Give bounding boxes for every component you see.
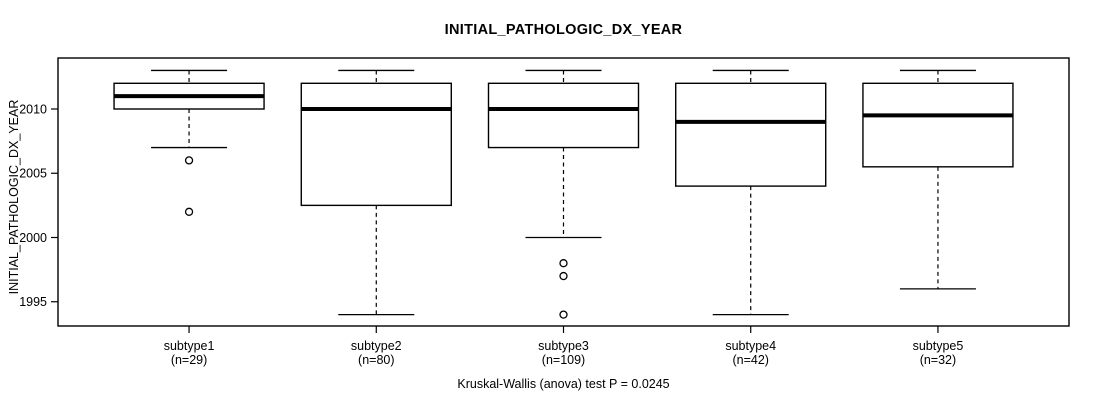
iqr-box	[675, 82, 827, 187]
x-category-count: (n=32)	[920, 353, 956, 367]
chart-title: INITIAL_PATHOLOGIC_DX_YEAR	[444, 22, 683, 38]
x-category-label: subtype2	[351, 339, 402, 353]
y-tick-label: 2005	[19, 167, 47, 181]
x-category-count: (n=29)	[171, 353, 207, 367]
outlier-point	[184, 207, 194, 216]
x-category-label: subtype4	[725, 339, 776, 353]
box-subtype1: subtype1(n=29)	[113, 69, 265, 367]
box-subtype4: subtype4(n=42)	[675, 69, 827, 367]
box-subtype3: subtype3(n=109)	[487, 69, 640, 367]
stats-caption: Kruskal-Wallis (anova) test P = 0.0245	[457, 377, 670, 391]
x-category-count: (n=80)	[358, 353, 394, 367]
y-tick-label: 2000	[19, 231, 47, 245]
x-category-label: subtype5	[913, 339, 964, 353]
box-subtype2: subtype2(n=80)	[300, 69, 452, 367]
x-category-label: subtype1	[164, 339, 215, 353]
outlier-point	[559, 259, 568, 268]
x-category-count: (n=109)	[542, 353, 585, 367]
iqr-box	[862, 82, 1014, 168]
iqr-box	[300, 82, 452, 207]
iqr-box	[487, 82, 640, 149]
y-tick-label: 1995	[19, 295, 47, 309]
y-tick-label: 2010	[19, 102, 47, 116]
outlier-point	[559, 310, 568, 319]
x-category-count: (n=42)	[732, 353, 768, 367]
outlier-point	[559, 271, 568, 281]
x-category-label: subtype3	[538, 339, 589, 353]
outlier-point	[184, 156, 194, 165]
box-subtype5: subtype5(n=32)	[862, 69, 1014, 367]
